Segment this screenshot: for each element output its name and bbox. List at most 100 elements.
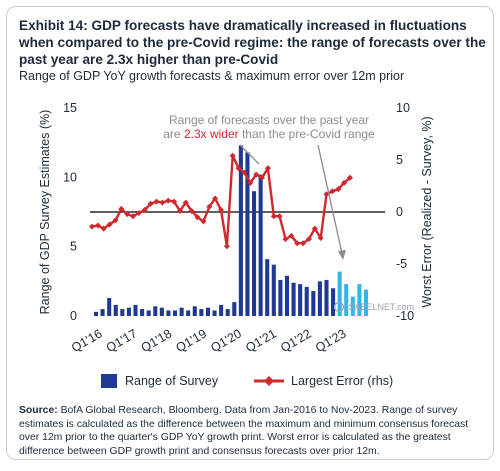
range-bar (179, 307, 184, 316)
range-bar (219, 304, 224, 316)
largest-error-point (194, 214, 201, 221)
annotation-leader-left (239, 144, 260, 165)
legend-swatch-bar (101, 374, 117, 388)
source-note: Source: BofA Global Research, Bloomberg.… (19, 404, 485, 458)
largest-error-point (177, 208, 183, 214)
range-bar (153, 306, 158, 316)
range-bar (93, 311, 99, 316)
range-bar (146, 310, 151, 316)
range-bar (126, 307, 131, 316)
largest-error-point (130, 213, 136, 220)
largest-error-point (106, 221, 113, 228)
range-bar (107, 297, 112, 316)
x-axis-tick-label: Q1'23 (313, 326, 349, 355)
largest-error-point (100, 225, 107, 232)
largest-error-point (159, 199, 166, 206)
range-bar (324, 279, 329, 316)
range-bar (337, 271, 342, 316)
range-bar (298, 284, 303, 316)
annotation-suffix: than the pre-Covid range (239, 127, 375, 141)
range-bar (304, 286, 309, 316)
right-axis-tick-label: -5 (396, 257, 407, 271)
x-axis-tick-label: Q1'17 (104, 326, 140, 355)
range-bar (166, 310, 171, 316)
largest-error-point (153, 198, 160, 205)
left-axis-title: Range of GDP Survey Estimates (%) (38, 110, 52, 315)
range-bar (212, 310, 217, 316)
annotation-line-2: are 2.3x wider than the pre-Covid range (163, 127, 375, 141)
annotation-highlight: 2.3x wider (184, 127, 239, 141)
range-bar (278, 279, 283, 316)
right-axis-tick-label: -10 (396, 309, 414, 323)
annotation-prefix: are (163, 127, 184, 141)
range-bar (172, 310, 178, 316)
left-axis-tick-label: 0 (70, 309, 77, 323)
largest-error-point (306, 236, 312, 242)
range-bar (120, 309, 125, 316)
range-bar (205, 307, 210, 316)
x-axis-tick-label: Q1'22 (278, 326, 314, 355)
range-bar (252, 191, 257, 316)
largest-error-point (141, 206, 148, 213)
legend-swatch-marker (264, 376, 274, 386)
largest-error-point (112, 217, 119, 224)
range-bar (350, 296, 355, 316)
largest-error-point (124, 211, 131, 218)
x-axis-tick-label: Q1'16 (69, 326, 105, 355)
largest-error-point (94, 222, 101, 229)
watermark-logo-icon (333, 301, 345, 313)
largest-error-point (188, 208, 195, 214)
left-axis-tick-label: 15 (63, 101, 77, 115)
x-axis-tick-label: Q1'21 (243, 326, 279, 355)
x-axis-tick-label: Q1'18 (139, 326, 175, 355)
legend-label-range: Range of Survey (125, 374, 219, 388)
annotation-leader-right (317, 144, 344, 259)
largest-error-point (347, 174, 353, 181)
largest-error-point (247, 179, 254, 186)
right-axis-tick-label: 10 (396, 101, 410, 115)
largest-error-point (171, 198, 178, 205)
range-bar (284, 275, 290, 316)
largest-error-point (229, 152, 236, 159)
left-axis-tick-label: 5 (70, 240, 77, 254)
annotation-line-1: Range of forecasts over the past year (169, 113, 369, 127)
range-bar (192, 306, 197, 316)
largest-error-point (341, 179, 348, 186)
largest-error-point (259, 174, 265, 181)
x-axis-tick-label: Q1'19 (174, 326, 210, 355)
range-bar (344, 284, 349, 316)
largest-error-point (294, 240, 301, 247)
largest-error-point (200, 218, 207, 225)
largest-error-point (118, 205, 125, 212)
exhibit-card: Exhibit 14: GDP forecasts have dramatica… (6, 6, 494, 460)
largest-error-line (91, 154, 351, 248)
largest-error-point (300, 240, 307, 247)
largest-error-point (147, 200, 154, 207)
range-bar (265, 259, 270, 316)
largest-error-point (253, 171, 260, 178)
watermark-text: ISABELNET.com (346, 302, 414, 312)
largest-error-point (223, 243, 230, 250)
left-axis-tick-label: 10 (63, 170, 77, 184)
largest-error-point (317, 235, 324, 241)
range-bar (113, 304, 118, 316)
range-bar (199, 309, 204, 316)
range-bar (331, 288, 336, 316)
largest-error-point (335, 186, 342, 193)
range-bar (311, 291, 316, 316)
largest-error-point (288, 232, 295, 239)
largest-error-point (270, 213, 277, 220)
largest-error-point (264, 165, 271, 172)
annotation-arrowhead (338, 250, 346, 260)
range-bar (245, 152, 250, 316)
range-bar (133, 304, 138, 316)
range-bar (238, 145, 243, 316)
largest-error-point (165, 197, 172, 204)
range-bar (140, 309, 145, 316)
exhibit-title: Exhibit 14: GDP forecasts have dramatica… (19, 18, 486, 67)
range-bar (363, 289, 369, 316)
range-bar (291, 282, 296, 316)
largest-error-point (276, 213, 283, 220)
largest-error-point (282, 236, 289, 242)
